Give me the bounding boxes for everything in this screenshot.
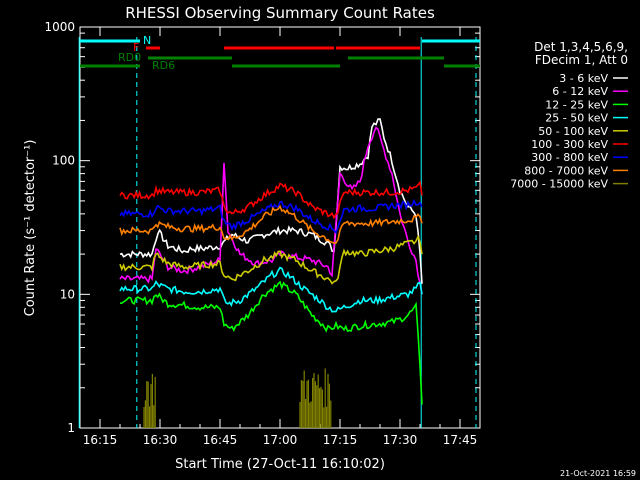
chart-title: RHESSI Observing Summary Count Rates <box>125 4 435 22</box>
flag-label: RD6 <box>152 59 175 72</box>
series-line-3 <box>119 266 423 313</box>
legend-label-4: 50 - 100 keV <box>538 125 608 138</box>
legend-label-1: 6 - 12 keV <box>552 85 608 98</box>
series-line-7 <box>119 204 423 244</box>
legend-header-2: FDecim 1, Att 0 <box>535 53 628 67</box>
series-line-1 <box>119 126 423 295</box>
series-line-0 <box>119 118 423 284</box>
y-tick-label: 100 <box>52 154 75 168</box>
legend-label-6: 300 - 800 keV <box>531 151 608 164</box>
series-line-4 <box>119 234 423 285</box>
legend-label-0: 3 - 6 keV <box>559 72 608 85</box>
y-tick-label: 1000 <box>44 20 75 34</box>
series-line-6 <box>119 198 423 234</box>
legend-label-8: 7000 - 15000 keV <box>510 178 608 191</box>
y-tick-label: 1 <box>67 421 75 435</box>
series-line-5 <box>119 180 423 220</box>
legend-label-2: 12 - 25 keV <box>545 98 608 111</box>
legend-header-1: Det 1,3,4,5,6,9, <box>534 40 628 54</box>
x-tick-label: 16:15 <box>83 433 118 447</box>
flag-label: N <box>143 34 151 47</box>
x-tick-label: 17:30 <box>383 433 418 447</box>
x-tick-label: 17:00 <box>263 433 298 447</box>
flag-label: RD0 <box>118 51 141 64</box>
legend-label-5: 100 - 300 keV <box>531 138 608 151</box>
x-tick-label: 17:15 <box>323 433 358 447</box>
x-tick-label: 16:45 <box>203 433 238 447</box>
legend-label-7: 800 - 7000 keV <box>524 164 608 177</box>
y-tick-label: 10 <box>60 287 75 301</box>
x-tick-label: 17:45 <box>443 433 478 447</box>
y-axis-label: Count Rate (s⁻¹ detector⁻¹) <box>23 140 38 317</box>
x-tick-label: 16:30 <box>143 433 178 447</box>
legend-label-3: 25 - 50 keV <box>545 112 608 125</box>
flag-label: F <box>133 41 139 54</box>
footer-date: 21-Oct-2021 16:59 <box>560 469 636 478</box>
x-axis-label: Start Time (27-Oct-11 16:10:02) <box>175 457 385 472</box>
series-line-2 <box>119 280 423 405</box>
